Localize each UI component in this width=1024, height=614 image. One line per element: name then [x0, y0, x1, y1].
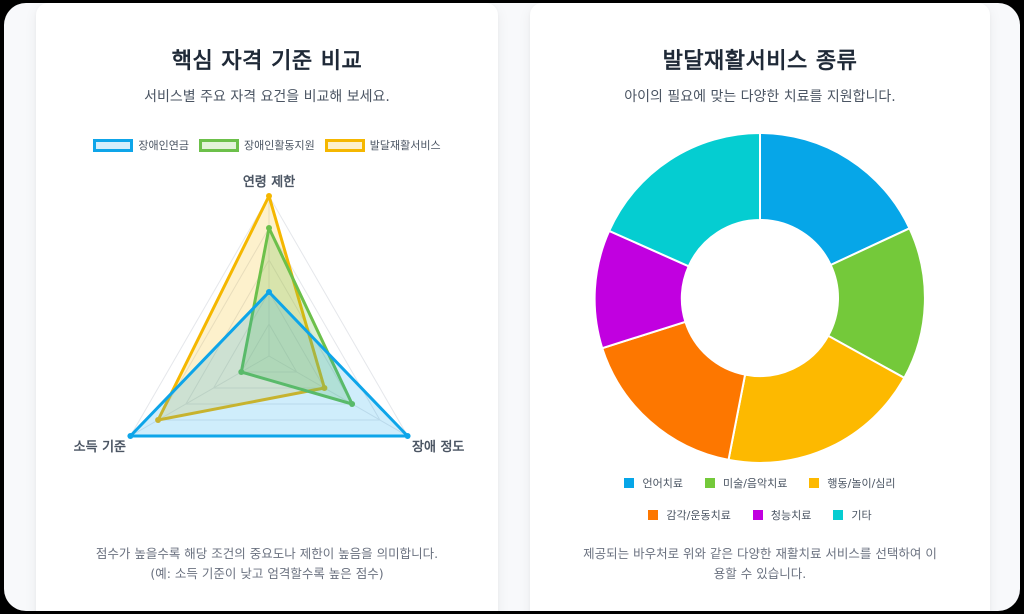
axis-label-age: 연령 제한: [243, 174, 295, 190]
eligibility-comparison-card: 핵심 자격 기준 비교 서비스별 주요 자격 요건을 비교해 보세요. 장애인연…: [36, 3, 498, 611]
legend-label: 청능치료: [770, 509, 812, 522]
legend-item-behavior-play[interactable]: 행동/놀이/심리: [809, 475, 896, 491]
legend-swatch: [833, 510, 844, 520]
donut-note: 제공되는 바우처로 위와 같은 다양한 재활치료 서비스를 선택하여 이 용할 …: [550, 544, 970, 584]
donut-segment-behavior-play: [727, 334, 906, 464]
legend-swatch: [198, 138, 239, 152]
rehab-service-types-card: 발달재활서비스 종류 아이의 필요에 맞는 다양한 치료를 지원합니다. 언어치…: [530, 3, 990, 611]
radar-series-pension: [127, 289, 411, 439]
legend-label: 감각/운동치료: [666, 509, 731, 522]
note-line: 제공되는 바우처로 위와 같은 다양한 재활치료 서비스를 선택하여 이: [583, 546, 937, 561]
axis-label-disability: 장애 정도: [412, 439, 464, 455]
legend-swatch: [704, 478, 715, 488]
legend-label: 장애인활동지원: [243, 139, 315, 152]
legend-swatch: [93, 138, 134, 152]
card-subtitle: 서비스별 주요 자격 요건을 비교해 보세요.: [144, 89, 390, 105]
donut-legend: 언어치료 미술/음악치료 행동/놀이/심리 감각/운동치료 청능치료 기타: [560, 475, 960, 523]
radar-series-activity-support: [238, 225, 356, 407]
legend-swatch: [648, 510, 659, 520]
app-window: 핵심 자격 기준 비교 서비스별 주요 자격 요건을 비교해 보세요. 장애인연…: [4, 3, 1020, 611]
card-title: 발달재활서비스 종류: [662, 49, 858, 74]
legend-label: 미술/음악치료: [722, 477, 788, 490]
legend-item-other[interactable]: 기타: [833, 507, 872, 523]
donut-segment-art-music: [826, 226, 926, 380]
note-line: 점수가 높을수록 해당 조건의 중요도나 제한이 높음을 의미합니다.: [95, 546, 439, 561]
legend-item-activity-support[interactable]: 장애인활동지원: [198, 137, 315, 153]
donut-segment-sensory-motor: [600, 320, 747, 462]
legend-swatch: [624, 478, 635, 488]
note-line: (예: 소득 기준이 낮고 엄격할수록 높은 점수): [150, 566, 384, 581]
legend-item-pension[interactable]: 장애인연금: [93, 137, 189, 153]
legend-swatch: [324, 138, 365, 152]
legend-label: 기타: [851, 509, 872, 522]
donut-segment-other: [607, 131, 761, 268]
legend-label: 언어치료: [642, 477, 683, 490]
radar-note: 점수가 높을수록 해당 조건의 중요도나 제한이 높음을 의미합니다. (예: …: [56, 544, 478, 584]
legend-item-sensory-motor[interactable]: 감각/운동치료: [648, 507, 731, 523]
radar-legend: 장애인연금 장애인활동지원 발달재활서비스: [36, 137, 498, 153]
legend-item-speech[interactable]: 언어치료: [624, 475, 683, 491]
card-subtitle: 아이의 필요에 맞는 다양한 치료를 지원합니다.: [624, 89, 896, 105]
donut-segment-speech: [759, 131, 911, 267]
legend-swatch: [809, 478, 820, 488]
legend-item-rehab-service[interactable]: 발달재활서비스: [324, 137, 441, 153]
legend-item-auditory[interactable]: 청능치료: [752, 507, 812, 523]
donut-chart: [593, 131, 926, 464]
legend-swatch: [752, 510, 763, 520]
legend-label: 장애인연금: [138, 139, 189, 152]
card-title: 핵심 자격 기준 비교: [171, 49, 363, 74]
radar-chart: 연령 제한 장애 정도 소득 기준: [74, 174, 465, 455]
legend-label: 행동/놀이/심리: [827, 477, 896, 490]
axis-label-income: 소득 기준: [74, 440, 126, 455]
note-line: 용할 수 있습니다.: [713, 566, 807, 581]
legend-item-art-music[interactable]: 미술/음악치료: [704, 475, 788, 491]
legend-label: 발달재활서비스: [369, 139, 441, 152]
